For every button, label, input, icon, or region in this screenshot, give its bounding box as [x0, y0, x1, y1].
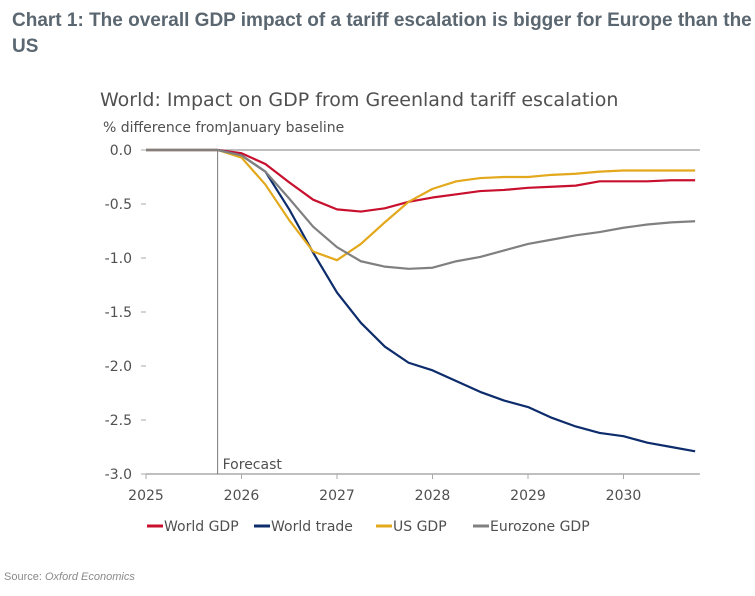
- source-note: Source: Oxford Economics: [4, 571, 135, 583]
- legend-label: US GDP: [393, 519, 447, 535]
- y-tick-label: 0.0: [110, 143, 132, 159]
- y-tick-label: -3.0: [105, 467, 132, 483]
- y-tick-label: -1.5: [105, 305, 132, 321]
- chart-title: World: Impact on GDP from Greenland tari…: [100, 89, 618, 111]
- y-tick-label: -2.5: [105, 413, 132, 429]
- legend-label: World GDP: [164, 519, 239, 535]
- y-tick-label: -0.5: [105, 197, 132, 213]
- x-tick-label: 2027: [319, 488, 355, 504]
- y-tick-label: -1.0: [105, 251, 132, 267]
- series-line-world-gdp: [146, 148, 696, 213]
- x-tick-label: 2030: [606, 488, 642, 504]
- x-tick-label: 2025: [128, 488, 164, 504]
- chart-subtitle: % difference fromJanuary baseline: [103, 120, 344, 136]
- y-tick-label: -2.0: [105, 359, 132, 375]
- legend-label: World trade: [271, 519, 353, 535]
- chart-heading: Chart 1: The overall GDP impact of a tar…: [12, 10, 752, 57]
- series-line-eurozone-gdp: [146, 148, 696, 270]
- source-label: Source:: [4, 571, 45, 583]
- x-tick-label: 2026: [224, 488, 260, 504]
- x-tick-label: 2028: [415, 488, 451, 504]
- forecast-label: Forecast: [223, 457, 283, 473]
- x-tick-label: 2029: [510, 488, 546, 504]
- legend-label: Eurozone GDP: [490, 519, 590, 535]
- series-line-us-gdp: [146, 148, 696, 262]
- source-name: Oxford Economics: [44, 571, 135, 583]
